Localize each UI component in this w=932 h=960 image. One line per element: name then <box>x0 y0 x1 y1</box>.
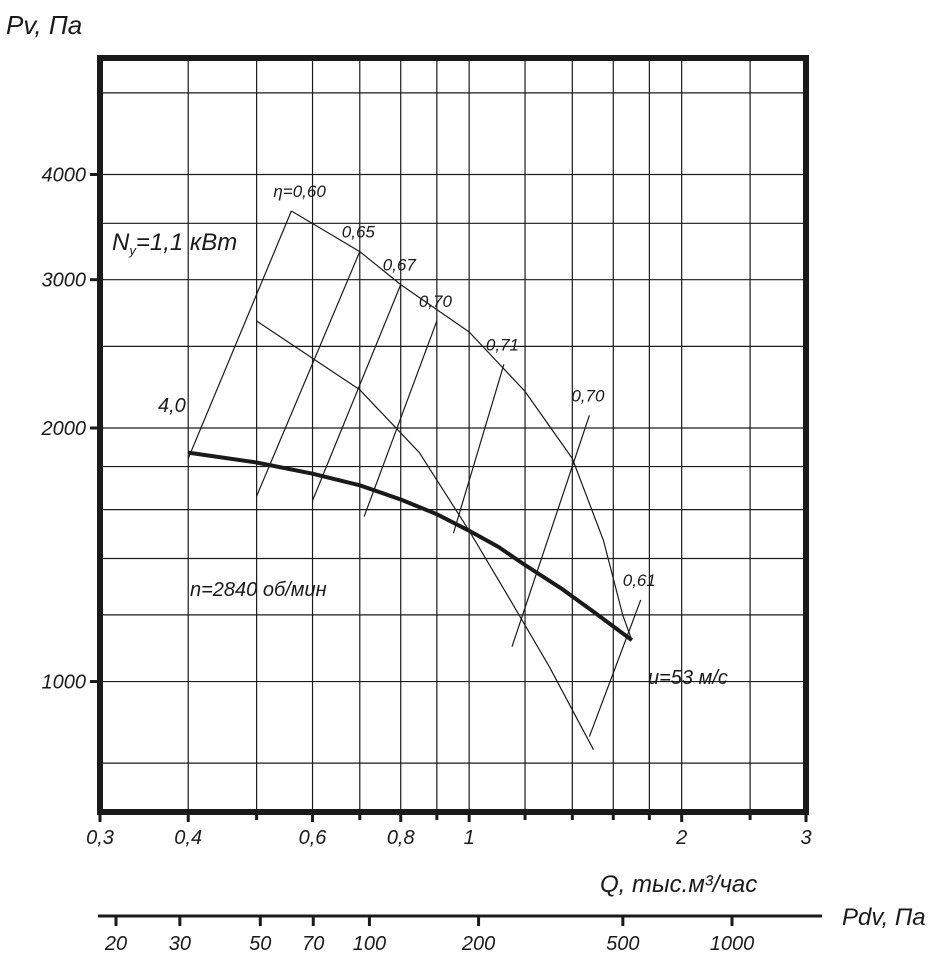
x-tick-label: 3 <box>800 827 811 849</box>
pdv-tick-label: 70 <box>302 933 324 955</box>
efficiency-label: 0,65 <box>342 223 376 242</box>
pdv-tick-label: 200 <box>461 933 495 955</box>
efficiency-label: 0,67 <box>383 256 417 275</box>
efficiency-line <box>256 251 361 497</box>
plot-frame <box>97 55 809 815</box>
x-tick-label: 0,6 <box>299 827 328 849</box>
efficiency-line <box>511 415 590 647</box>
efficiency-labels: η=0,600,650,670,700,710,700,61 <box>273 182 655 590</box>
efficiency-label: 0,70 <box>571 386 605 405</box>
efficiency-label: 0,61 <box>623 571 656 590</box>
efficiency-lines <box>187 210 642 737</box>
pdv-axis-label: Pdv, Па <box>842 904 926 931</box>
pdv-tick-label: 1000 <box>710 933 755 955</box>
power-curve <box>256 320 595 750</box>
efficiency-label: η=0,60 <box>273 182 326 201</box>
efficiency-line <box>363 320 438 517</box>
series-label-performance: n=2840 об/мин <box>190 579 327 601</box>
series-label-power-top: Nу=1,1 кВт <box>112 229 237 258</box>
series-lines <box>187 210 633 750</box>
x-tick-label: 2 <box>675 827 687 849</box>
x-tick-label: 1 <box>464 827 475 849</box>
grid-lines <box>99 58 807 812</box>
efficiency-line <box>588 599 642 737</box>
efficiency-label: 0,70 <box>419 292 453 311</box>
x-tick-label: 0,8 <box>387 827 415 849</box>
pdv-tick-label: 30 <box>169 933 191 955</box>
pdv-tick-label: 500 <box>606 933 639 955</box>
efficiency-line <box>187 210 292 459</box>
pdv-tick-label: 100 <box>353 933 386 955</box>
x-axis-label: Q, тыс.м³/час <box>600 871 757 898</box>
pdv-tick-label: 50 <box>249 933 271 955</box>
efficiency-line <box>452 364 505 534</box>
y-tick-label: 2000 <box>41 418 87 440</box>
x-tick-label: 0,3 <box>86 827 114 849</box>
pdv-ticks: 20 30 50 70 100 200 500 1000 <box>104 916 754 955</box>
y-axis-label: Pv, Па <box>6 10 82 40</box>
tip-speed-annotation: u=53 м/с <box>648 667 728 689</box>
efficiency-line <box>311 284 402 501</box>
power-curve <box>291 210 633 641</box>
x-tick-label: 0,4 <box>174 827 202 849</box>
pdv-tick-label: 20 <box>104 933 127 955</box>
efficiency-label: 0,71 <box>486 335 519 354</box>
y-tick-label: 1000 <box>42 672 87 694</box>
y-tick-label: 3000 <box>42 270 87 292</box>
performance-curve <box>187 450 633 642</box>
axis-ticks: 0,3 0,4 0,6 0,8 1 2 3 1000 2000 3000 4000 <box>41 164 812 849</box>
series-label-power-lower: 4,0 <box>158 395 186 417</box>
y-tick-label: 4000 <box>42 164 87 186</box>
